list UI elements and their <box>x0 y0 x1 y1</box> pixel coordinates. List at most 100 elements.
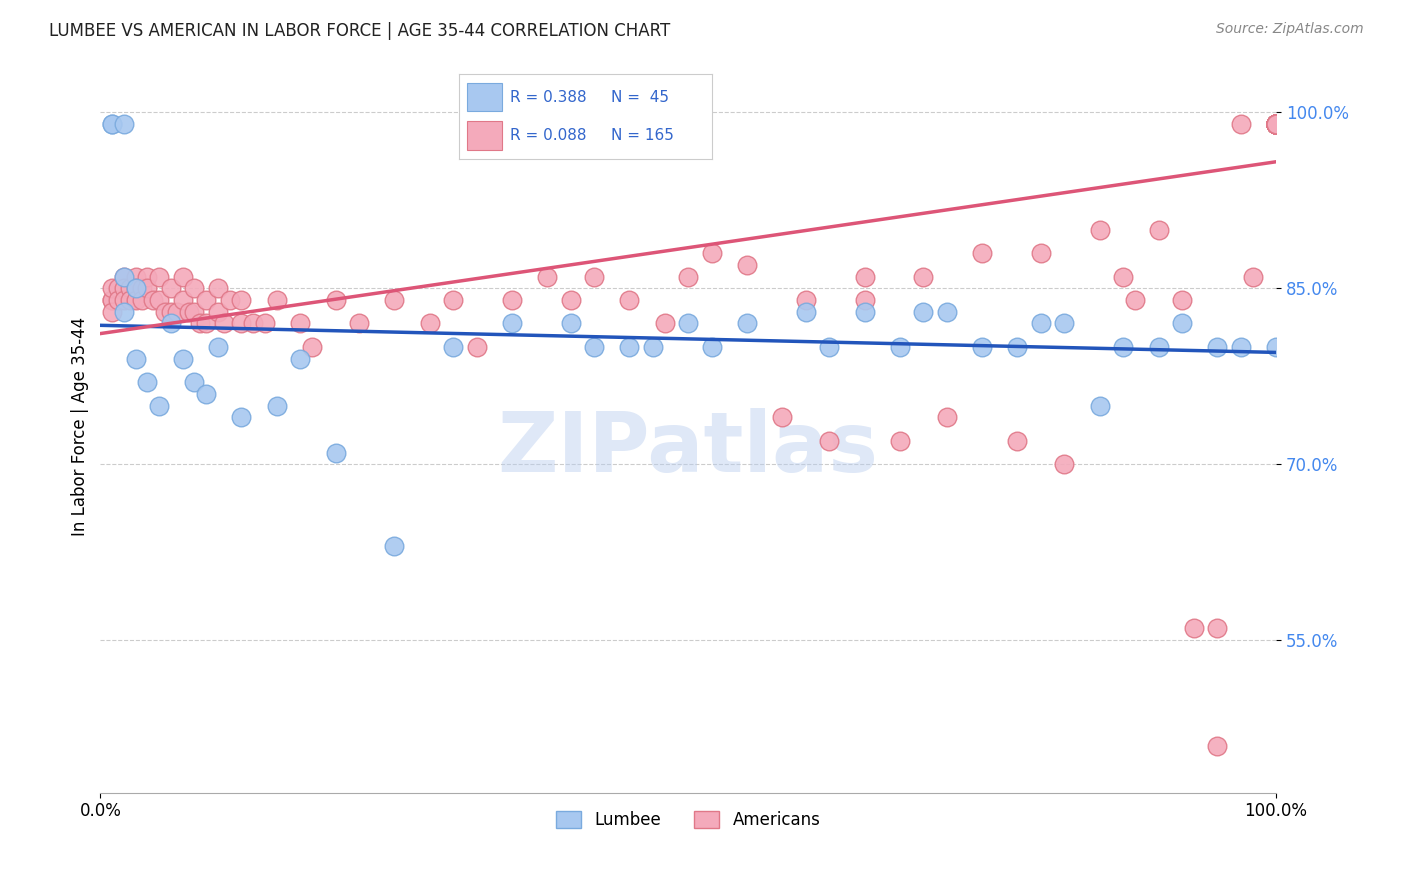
Point <box>1265 117 1288 131</box>
Point <box>770 410 793 425</box>
Point <box>1112 269 1135 284</box>
Point <box>1206 739 1229 753</box>
Point <box>853 305 876 319</box>
Point <box>1265 117 1288 131</box>
Point <box>290 351 312 366</box>
Point <box>325 445 347 459</box>
Point <box>1265 117 1288 131</box>
Point <box>619 340 641 354</box>
Point <box>1265 117 1288 131</box>
Point <box>160 305 183 319</box>
Point <box>1265 117 1288 131</box>
Point <box>1265 117 1288 131</box>
Point <box>101 305 124 319</box>
Point <box>1265 117 1288 131</box>
Point <box>419 317 441 331</box>
Point <box>153 305 176 319</box>
Point <box>1265 117 1288 131</box>
Point <box>1265 117 1288 131</box>
Point <box>207 281 229 295</box>
Point <box>301 340 323 354</box>
Point <box>1007 340 1029 354</box>
Point <box>1265 117 1288 131</box>
Point <box>583 340 606 354</box>
Point <box>172 269 194 284</box>
Point <box>1265 117 1288 131</box>
Point <box>1265 117 1288 131</box>
Y-axis label: In Labor Force | Age 35-44: In Labor Force | Age 35-44 <box>72 317 89 536</box>
Point <box>1265 117 1288 131</box>
Point <box>160 317 183 331</box>
Point <box>231 293 253 307</box>
Point <box>1265 117 1288 131</box>
Point <box>148 269 170 284</box>
Point <box>1265 117 1288 131</box>
Point <box>1265 117 1288 131</box>
Point <box>1265 117 1288 131</box>
Point <box>1265 117 1288 131</box>
Point <box>148 399 170 413</box>
Point <box>101 293 124 307</box>
Point <box>142 293 165 307</box>
Point <box>131 293 153 307</box>
Point <box>1007 434 1029 448</box>
Point <box>207 340 229 354</box>
Point <box>1265 117 1288 131</box>
Point <box>1265 117 1288 131</box>
Point <box>131 281 153 295</box>
Point <box>1265 117 1288 131</box>
Point <box>1265 117 1288 131</box>
Point <box>124 351 146 366</box>
Point <box>1265 117 1288 131</box>
Point <box>1230 340 1253 354</box>
Point <box>1265 117 1288 131</box>
Point <box>148 293 170 307</box>
Point <box>1265 117 1288 131</box>
Point <box>441 293 464 307</box>
Point <box>1265 117 1288 131</box>
Point <box>1147 222 1170 236</box>
Point <box>1206 622 1229 636</box>
Point <box>107 293 129 307</box>
Point <box>1265 117 1288 131</box>
Point <box>1265 117 1288 131</box>
Point <box>118 293 141 307</box>
Point <box>1265 117 1288 131</box>
Point <box>1265 117 1288 131</box>
Point <box>1265 117 1288 131</box>
Point <box>1265 117 1288 131</box>
Point <box>1265 117 1288 131</box>
Point <box>1241 269 1264 284</box>
Point <box>266 399 288 413</box>
Point <box>1230 117 1253 131</box>
Point <box>172 351 194 366</box>
Point <box>1265 117 1288 131</box>
Point <box>1265 117 1288 131</box>
Point <box>101 293 124 307</box>
Point <box>1265 117 1288 131</box>
Point <box>935 410 957 425</box>
Point <box>1265 117 1288 131</box>
Point <box>118 281 141 295</box>
Point <box>583 269 606 284</box>
Point <box>1265 117 1288 131</box>
Point <box>1265 117 1288 131</box>
Point <box>1053 317 1076 331</box>
Point <box>188 317 211 331</box>
Point <box>501 293 523 307</box>
Point <box>619 293 641 307</box>
Point <box>972 340 994 354</box>
Point <box>853 269 876 284</box>
Point <box>889 434 911 448</box>
Point <box>818 340 841 354</box>
Point <box>794 305 817 319</box>
Point <box>1147 340 1170 354</box>
Point <box>124 281 146 295</box>
Point <box>325 293 347 307</box>
Point <box>853 293 876 307</box>
Point <box>1265 117 1288 131</box>
Point <box>1265 117 1288 131</box>
Point <box>1265 117 1288 131</box>
Point <box>1265 117 1288 131</box>
Point <box>212 317 235 331</box>
